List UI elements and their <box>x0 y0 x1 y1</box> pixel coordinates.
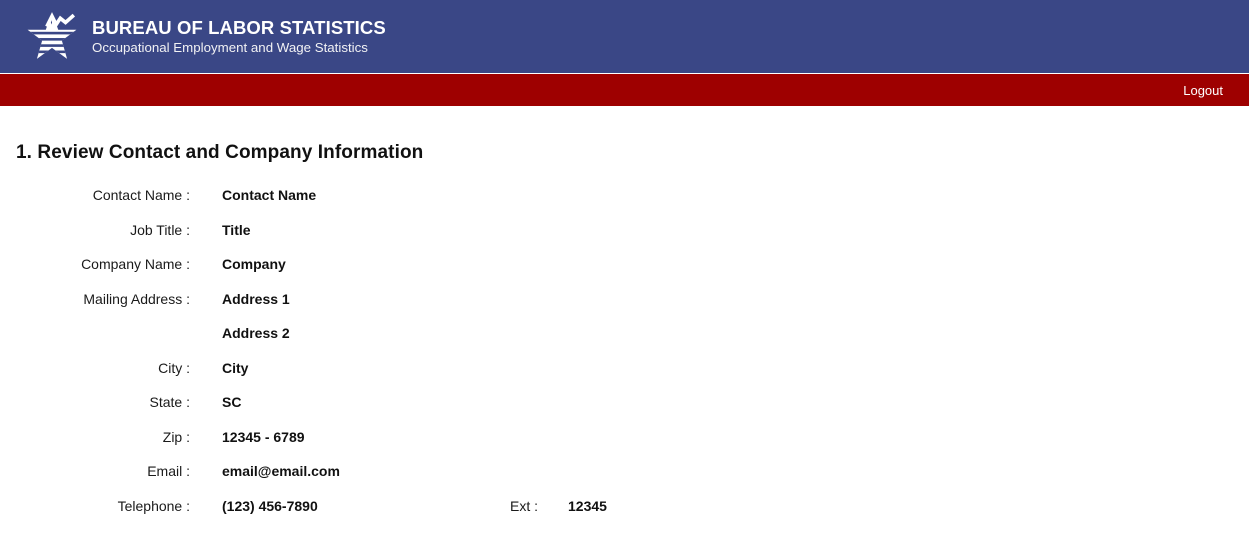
spacer-cell <box>538 178 607 213</box>
label-mailing-address: Mailing Address : <box>83 290 190 307</box>
table-row-state: State : SC <box>0 385 607 420</box>
site-header: BUREAU OF LABOR STATISTICS Occupational … <box>0 0 1249 73</box>
spacer-cell <box>538 213 607 248</box>
label-telephone: Telephone : <box>117 497 190 514</box>
bls-star-chart-logo <box>27 11 77 59</box>
label-state: State : <box>149 394 190 411</box>
spacer-cell <box>538 351 607 386</box>
spacer-cell <box>472 178 538 213</box>
table-row-mailing-address-2: Address 2 <box>0 316 607 351</box>
spacer-cell <box>538 454 607 489</box>
spacer-cell <box>472 385 538 420</box>
spacer-cell <box>538 420 607 455</box>
value-company-name: Company <box>222 256 286 273</box>
spacer-cell <box>472 420 538 455</box>
page-title: 1. Review Contact and Company Informatio… <box>16 142 424 163</box>
label-contact-name: Contact Name : <box>92 187 190 204</box>
spacer-cell <box>472 351 538 386</box>
brand-text-block: BUREAU OF LABOR STATISTICS Occupational … <box>92 16 386 56</box>
spacer-cell <box>472 316 538 351</box>
spacer-cell <box>472 213 538 248</box>
main-content: 1. Review Contact and Company Informatio… <box>0 106 1256 523</box>
value-city: City <box>222 359 249 376</box>
label-extension: Ext : <box>509 497 538 514</box>
utility-bar: Logout <box>0 74 1249 106</box>
agency-title: BUREAU OF LABOR STATISTICS <box>92 16 386 38</box>
table-row-email: Email : email@email.com <box>0 454 607 489</box>
contact-information-rows: Contact Name : Contact Name Job Title : … <box>0 178 607 523</box>
spacer-cell <box>538 316 607 351</box>
value-telephone: (123) 456-7890 <box>222 497 318 514</box>
value-extension: 12345 <box>568 497 607 514</box>
program-subtitle: Occupational Employment and Wage Statist… <box>92 40 368 56</box>
label-zip: Zip : <box>162 428 190 445</box>
value-mailing-address-1: Address 1 <box>222 290 290 307</box>
table-row-city: City : City <box>0 351 607 386</box>
spacer-cell <box>538 282 607 317</box>
spacer-cell <box>538 247 607 282</box>
table-row-mailing-address-1: Mailing Address : Address 1 <box>0 282 607 317</box>
label-email: Email : <box>147 463 190 480</box>
label-company-name: Company Name : <box>81 256 190 273</box>
value-job-title: Title <box>222 221 251 238</box>
table-row-contact-name: Contact Name : Contact Name <box>0 178 607 213</box>
contact-information-table: Contact Name : Contact Name Job Title : … <box>0 178 607 523</box>
value-contact-name: Contact Name <box>222 187 317 204</box>
value-zip: 12345 - 6789 <box>222 428 305 445</box>
table-row-job-title: Job Title : Title <box>0 213 607 248</box>
spacer-cell <box>538 385 607 420</box>
spacer-cell <box>472 282 538 317</box>
label-job-title: Job Title : <box>130 221 190 238</box>
logout-link[interactable]: Logout <box>1183 82 1223 98</box>
spacer-cell <box>472 247 538 282</box>
value-state: SC <box>222 394 242 411</box>
label-mailing-address-2-empty <box>0 316 190 351</box>
table-row-telephone: Telephone : (123) 456-7890 Ext : 12345 <box>0 489 607 524</box>
spacer-cell <box>472 454 538 489</box>
value-mailing-address-2: Address 2 <box>222 325 290 342</box>
table-row-zip: Zip : 12345 - 6789 <box>0 420 607 455</box>
label-city: City : <box>158 359 190 376</box>
table-row-company-name: Company Name : Company <box>0 247 607 282</box>
value-email: email@email.com <box>222 463 340 480</box>
